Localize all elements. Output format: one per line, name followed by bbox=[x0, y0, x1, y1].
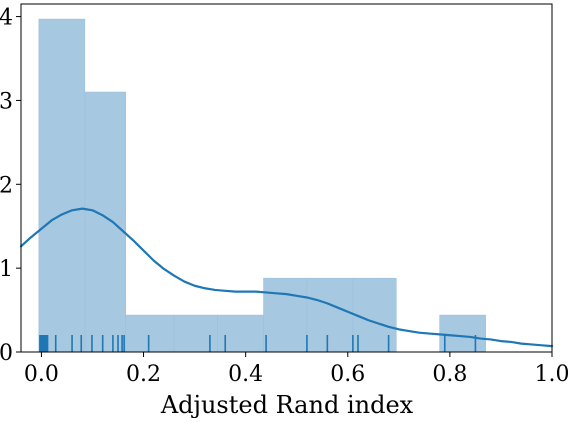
histogram-bar bbox=[264, 278, 307, 352]
y-tick-label: 4 bbox=[0, 6, 13, 31]
y-tick-label: 1 bbox=[0, 257, 13, 282]
x-tick-label: 0.8 bbox=[432, 362, 467, 387]
histogram-bar bbox=[440, 315, 486, 352]
histogram-bar bbox=[126, 315, 175, 352]
x-axis-label: Adjusted Rand index bbox=[160, 391, 414, 418]
bars-layer bbox=[39, 19, 486, 352]
histogram-bar bbox=[353, 278, 396, 352]
y-tick-label: 2 bbox=[0, 173, 13, 198]
x-tick-label: 0.0 bbox=[24, 362, 59, 387]
histogram-bar bbox=[307, 278, 353, 352]
y-tick-label: 3 bbox=[0, 89, 13, 114]
histogram-bar bbox=[85, 92, 126, 352]
histogram-bar bbox=[39, 19, 85, 352]
x-tick-label: 1.0 bbox=[535, 362, 568, 387]
x-tick-label: 0.6 bbox=[330, 362, 365, 387]
histogram-bar bbox=[174, 315, 217, 352]
x-tick-label: 0.4 bbox=[228, 362, 263, 387]
x-tick-label: 0.2 bbox=[126, 362, 161, 387]
y-tick-label: 0 bbox=[0, 341, 13, 366]
